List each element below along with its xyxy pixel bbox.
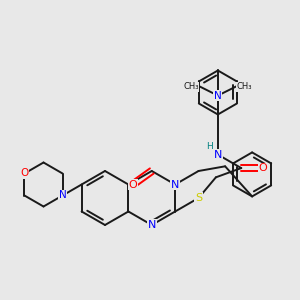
Text: N: N xyxy=(214,91,222,100)
Text: H: H xyxy=(206,142,213,151)
Text: N: N xyxy=(171,179,179,190)
Text: N: N xyxy=(148,220,156,230)
Text: N: N xyxy=(59,190,66,200)
Text: O: O xyxy=(128,179,137,190)
Text: S: S xyxy=(195,193,202,203)
Text: CH₃: CH₃ xyxy=(184,82,199,91)
Text: O: O xyxy=(259,163,267,173)
Text: CH₃: CH₃ xyxy=(237,82,252,91)
Text: N: N xyxy=(214,150,222,160)
Text: O: O xyxy=(20,169,28,178)
